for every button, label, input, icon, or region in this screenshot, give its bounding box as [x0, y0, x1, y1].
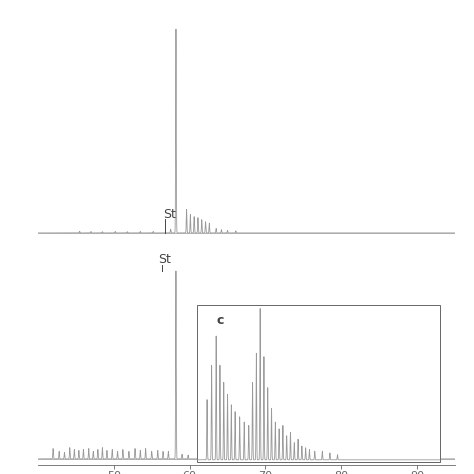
- Text: St: St: [158, 254, 171, 266]
- Text: c: c: [216, 314, 224, 327]
- Bar: [197, 305, 440, 462]
- Text: St: St: [163, 208, 176, 220]
